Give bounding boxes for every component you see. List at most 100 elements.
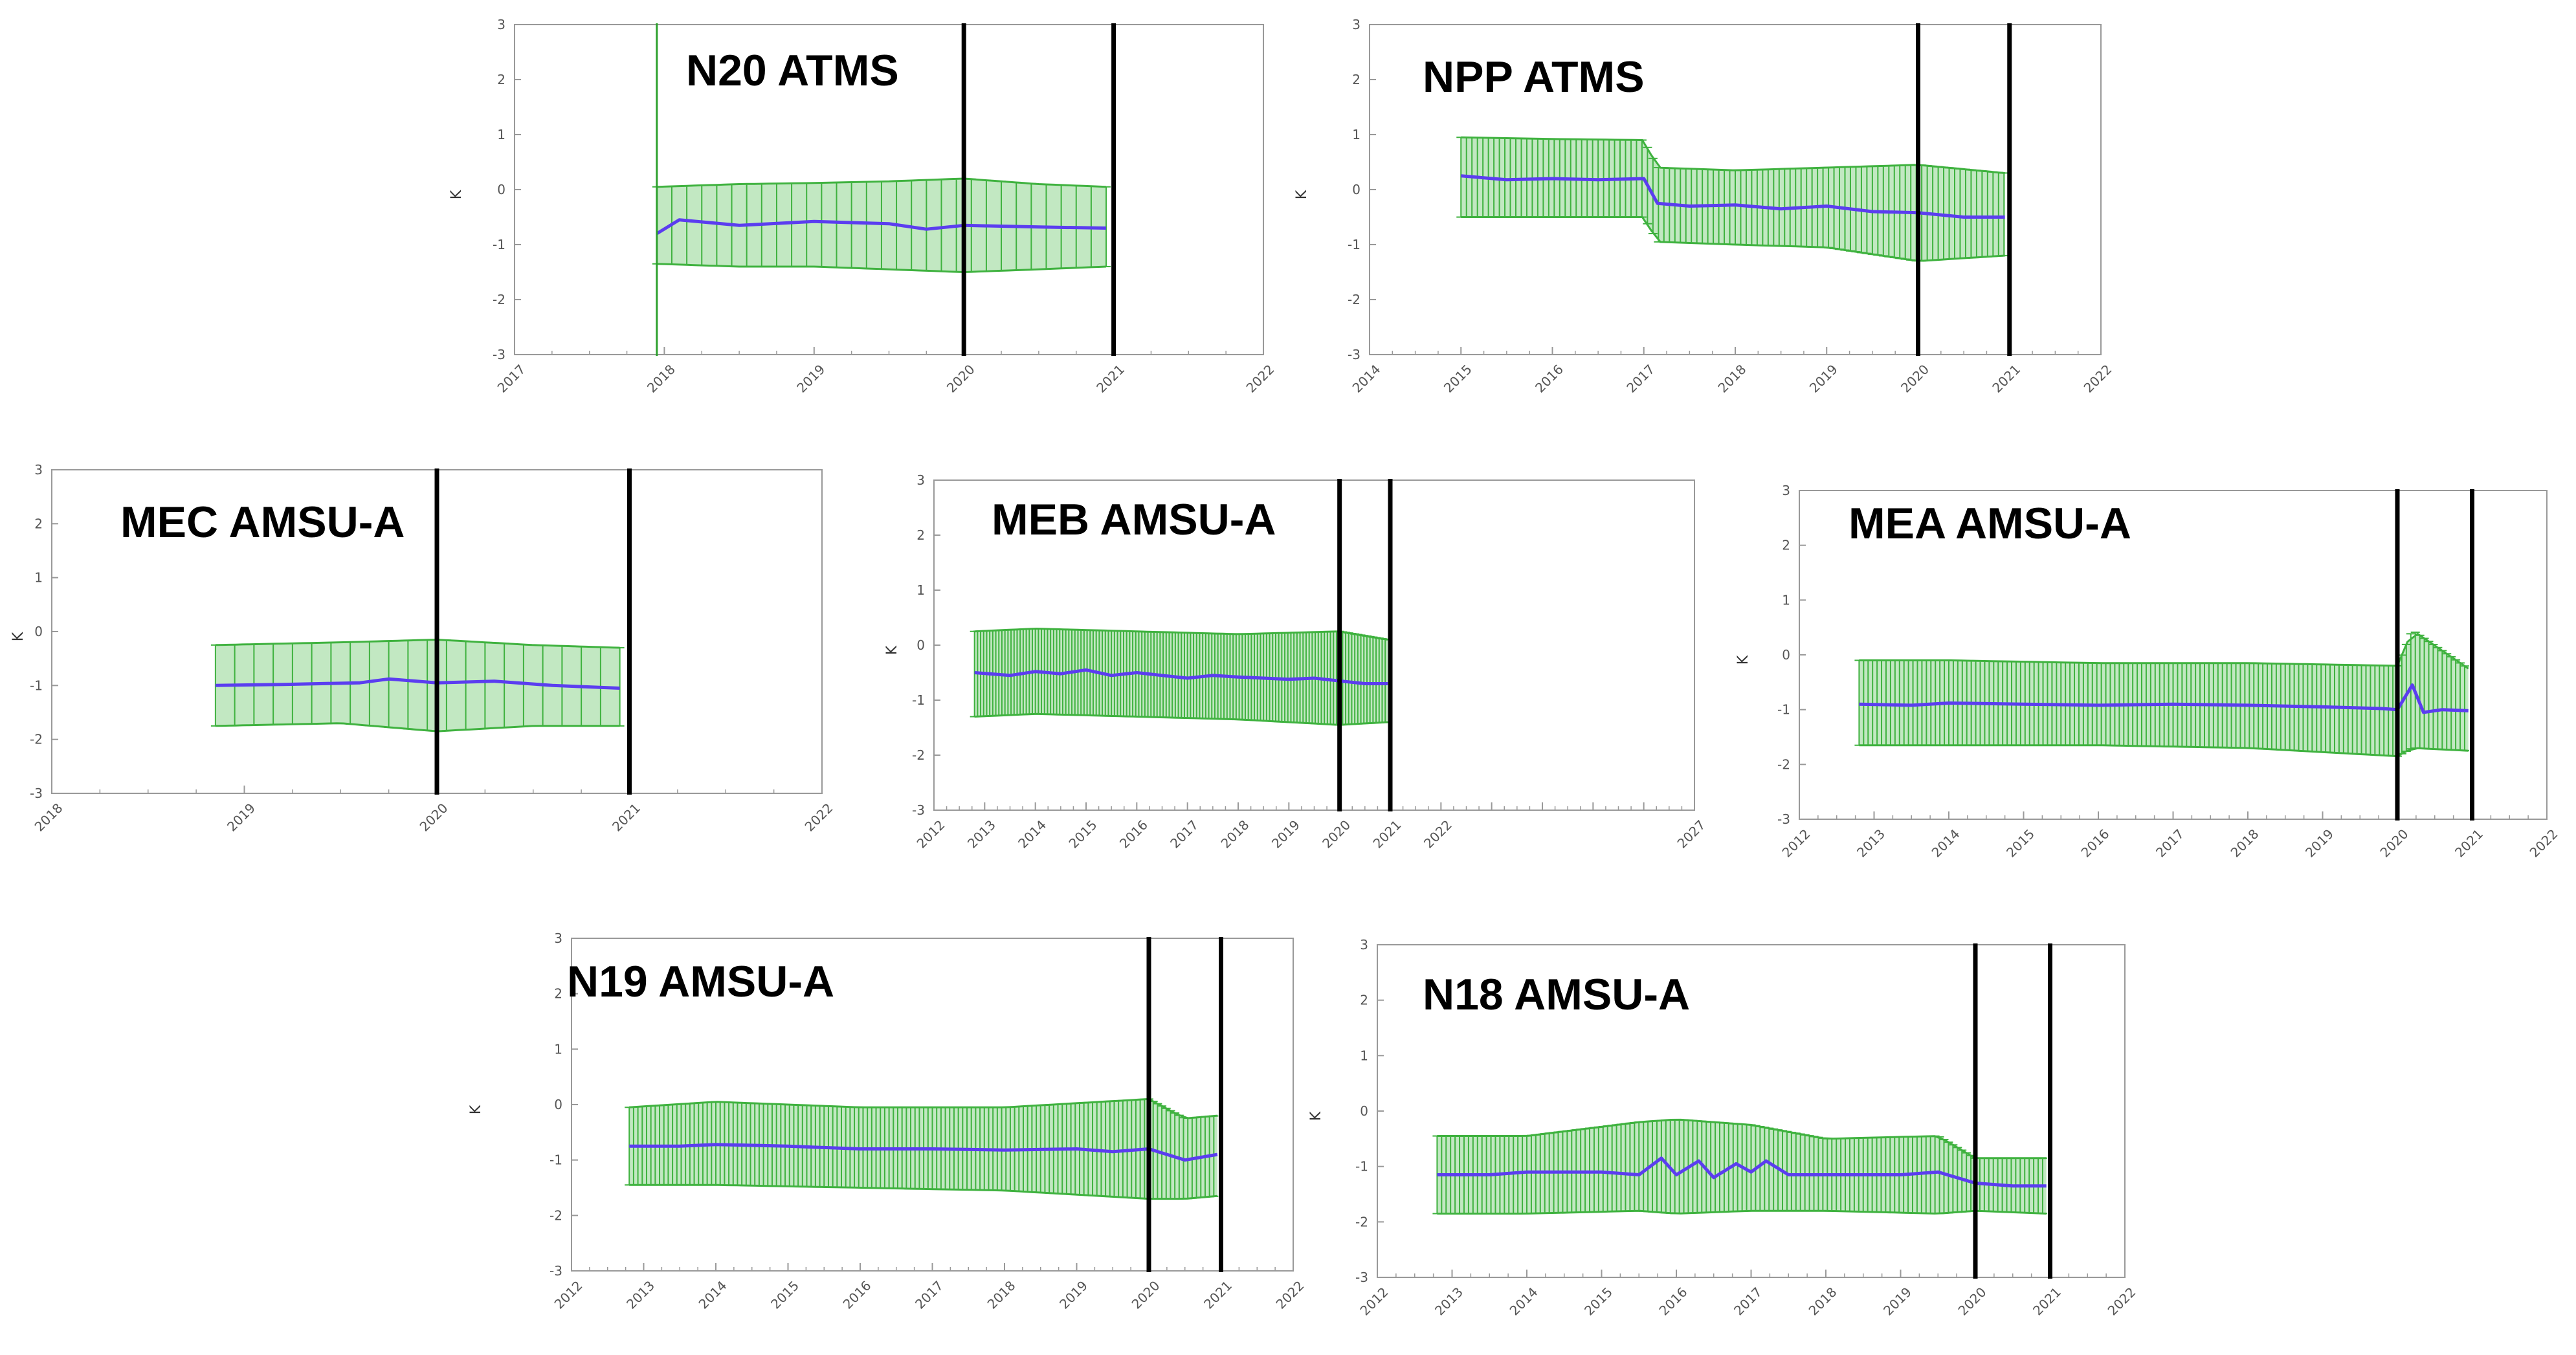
panel-0-mean-line xyxy=(656,218,1107,236)
panel-4-ytick-label: 2 xyxy=(1782,538,1790,553)
panel-4-xtick-label: 2018 xyxy=(2228,826,2262,861)
panel-1-xtick-label: 2022 xyxy=(2081,362,2115,396)
panel-5-ytick-label: -2 xyxy=(550,1207,562,1223)
panel-2-xtick-label: 2019 xyxy=(224,800,258,835)
panel-4-ytick-label: 3 xyxy=(1782,483,1790,498)
panel-6-ytick-label: 0 xyxy=(1360,1103,1368,1119)
panel-5-ylabel: K xyxy=(468,1105,484,1114)
panel-0-xtick-label: 2019 xyxy=(794,362,828,396)
panel-0-ytick-label: -2 xyxy=(493,292,505,307)
panel-1-xtick-label: 2020 xyxy=(1898,362,1932,396)
panel-1-xtick-label: 2014 xyxy=(1349,362,1384,396)
panel-4-ytick-label: -2 xyxy=(1777,756,1790,772)
panel-1-ytick-label: 3 xyxy=(1352,17,1360,32)
panel-meb-amsu-a: 3 2 1 0 -1 -2 -3 K 2012 2013 2014 2015 2016 2017 2018 2… xyxy=(884,472,1709,852)
panel-3-xtick-label: 2022 xyxy=(1421,817,1455,852)
panel-6-xtick-label: 2017 xyxy=(1731,1284,1765,1319)
panel-2-ytick-label: -3 xyxy=(30,786,43,801)
panel-5-xtick-label: 2018 xyxy=(984,1278,1019,1312)
panel-6-xtick-label: 2022 xyxy=(2105,1284,2139,1319)
panel-3-xtick-label: 2021 xyxy=(1370,817,1405,852)
panel-1-ytick-label: 0 xyxy=(1352,182,1360,197)
panel-1-mean-line xyxy=(1461,174,2005,219)
panel-5-ytick-label: 3 xyxy=(554,931,562,946)
panel-2-std-lower-line xyxy=(215,722,620,733)
panel-2-std-upper-line xyxy=(215,639,620,649)
panel-0-ytick-label: 3 xyxy=(497,17,505,32)
panel-1-std-upper-line xyxy=(1461,136,2005,174)
panel-1-xtick-label: 2017 xyxy=(1623,362,1658,396)
panel-3-std-upper-line xyxy=(974,627,1388,641)
panel-4-std-lower-line xyxy=(1859,744,2469,758)
panel-3-ytick-label: -1 xyxy=(912,692,925,708)
panel-3-xtick-label: 2016 xyxy=(1116,817,1151,852)
panel-4-mean-line xyxy=(1859,683,2469,714)
panel-3-xtick-label: 2013 xyxy=(964,817,999,852)
panel-0-ytick-label: 2 xyxy=(497,72,505,87)
panel-npp-atms: 3 2 1 0 -1 -2 -3 K 2014 2015 2016 2017 2018 2019 2020 2… xyxy=(1294,17,2115,396)
panel-3-ytick-label: 3 xyxy=(916,472,925,488)
panel-4-xtick-label: 2016 xyxy=(2078,826,2113,861)
panel-3-xtick-label: 2014 xyxy=(1015,817,1049,852)
panel-1-ytick-label: -2 xyxy=(1348,292,1360,307)
panel-mec-amsu-a: 3 2 1 0 -1 -2 -3 K 2018 2019 2020 2021 2022 MEC AMSU-… xyxy=(10,462,836,835)
panel-5-ytick-label: -3 xyxy=(550,1263,562,1279)
panel-5-ytick-label: 1 xyxy=(554,1041,562,1057)
panel-2-ytick-label: 0 xyxy=(34,624,43,639)
panel-6-xtick-label: 2021 xyxy=(2030,1284,2064,1319)
panel-0-std-upper-line xyxy=(656,177,1107,188)
panel-4-xtick-label: 2021 xyxy=(2452,826,2486,861)
panel-2-std-band xyxy=(215,639,620,732)
panel-4-xtick-label: 2017 xyxy=(2153,826,2187,861)
panel-3-mean-line xyxy=(974,668,1388,685)
panel-4-xtick-label: 2020 xyxy=(2377,826,2412,861)
panel-4-ytick-label: 1 xyxy=(1782,592,1790,608)
panel-1-std-lower-line xyxy=(1461,216,2005,262)
panel-5-ytick-label: -1 xyxy=(550,1152,562,1168)
panel-4-xtick-label: 2015 xyxy=(2003,826,2037,861)
panel-3-ytick-label: 0 xyxy=(916,637,925,653)
panel-2-xtick-label: 2021 xyxy=(609,800,643,835)
panel-4-xtick-label: 2022 xyxy=(2527,826,2561,861)
panel-6-std-upper-line xyxy=(1437,1118,2047,1160)
panel-0-ytick-label: -1 xyxy=(493,237,505,252)
panel-1-xtick-label: 2019 xyxy=(1806,362,1841,396)
panel-6-xtick-label: 2019 xyxy=(1880,1284,1915,1319)
panel-6-ytick-label: 3 xyxy=(1360,937,1368,953)
panel-5-ytick-label: 0 xyxy=(554,1097,562,1112)
panel-3-ytick-label: -2 xyxy=(912,747,925,763)
panel-5-xtick-label: 2013 xyxy=(623,1278,658,1312)
panel-1-ytick-label: -1 xyxy=(1348,237,1360,252)
panel-4-ylabel: K xyxy=(1735,655,1751,665)
panel-6-title: N18 AMSU-A xyxy=(1423,970,1690,1019)
panel-6-ylabel: K xyxy=(1308,1111,1324,1121)
panel-3-xtick-label: 2015 xyxy=(1066,817,1100,852)
panel-4-xtick-label: 2019 xyxy=(2302,826,2337,861)
panel-6-xtick-label: 2014 xyxy=(1507,1284,1541,1319)
panel-4-xtick-label: 2012 xyxy=(1779,826,1814,861)
panel-n18-amsu-a: 3 2 1 0 -1 -2 -3 K 2012 2013 2014 2015 2016 2017 2018 2… xyxy=(1308,937,2139,1319)
panel-5-title: N19 AMSU-A xyxy=(567,957,834,1006)
panel-3-ylabel: K xyxy=(884,645,900,655)
panel-2-xtick-label: 2018 xyxy=(32,800,66,835)
panel-6-ytick-label: -2 xyxy=(1355,1214,1368,1229)
panel-0-ytick-label: 0 xyxy=(497,182,505,197)
panel-0-xtick-label: 2022 xyxy=(1243,362,1278,396)
panel-mea-amsu-a: 3 2 1 0 -1 -2 -3 K 2012 2013 2014 2015 2016 2017 2018 2… xyxy=(1735,483,2561,861)
panel-3-xtick-label: 2020 xyxy=(1319,817,1353,852)
panel-2-ytick-label: 1 xyxy=(34,570,43,586)
panel-3-ytick-label: -3 xyxy=(912,802,925,818)
panel-4-xtick-label: 2013 xyxy=(1854,826,1888,861)
panel-6-xtick-label: 2013 xyxy=(1432,1284,1466,1319)
panel-2-title: MEC AMSU-A xyxy=(120,498,405,547)
panel-2-ytick-label: -2 xyxy=(30,732,43,747)
panel-4-std-upper-line xyxy=(1859,632,2469,670)
panel-5-xtick-label: 2022 xyxy=(1273,1278,1307,1312)
panel-2-ylabel: K xyxy=(10,632,27,641)
panel-1-xtick-label: 2016 xyxy=(1532,362,1566,396)
panel-5-xtick-label: 2019 xyxy=(1056,1278,1091,1312)
panel-3-ytick-label: 1 xyxy=(916,582,925,598)
panel-5-xtick-label: 2021 xyxy=(1201,1278,1235,1312)
panel-3-title: MEB AMSU-A xyxy=(992,495,1276,544)
panel-1-ytick-label: 2 xyxy=(1352,72,1360,87)
